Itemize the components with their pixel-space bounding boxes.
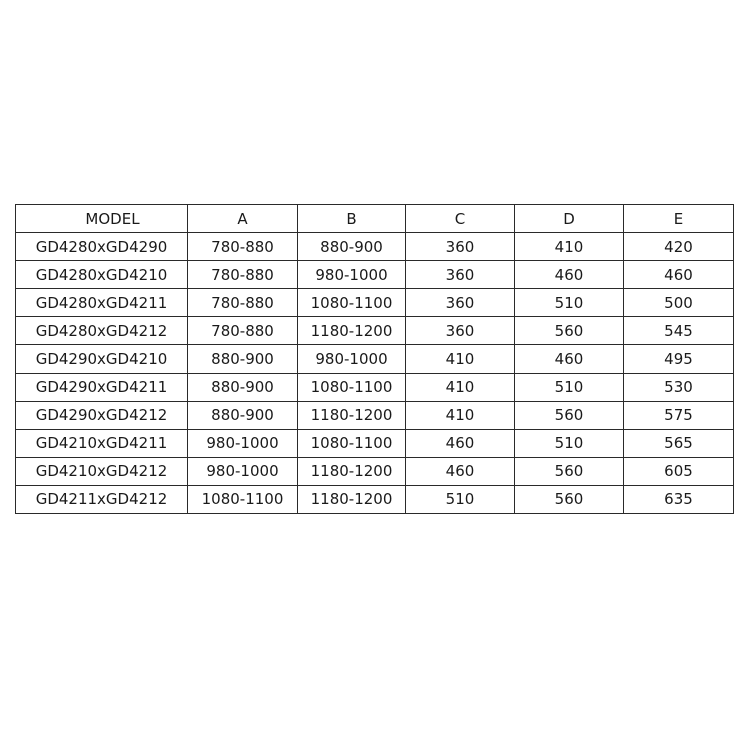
table-row: GD4290xGD4211 880-900 1080-1100 410 510 530 xyxy=(15,372,734,402)
cell-c: 360 xyxy=(405,260,515,290)
dimension-table: MODEL A B C D E GD4280xGD4290 780-880 880-… xyxy=(15,203,734,515)
cell-b: 980-1000 xyxy=(297,344,406,374)
cell-c: 410 xyxy=(405,344,515,374)
cell-a: 780-880 xyxy=(187,316,298,346)
cell-a: 780-880 xyxy=(187,232,298,262)
cell-d: 510 xyxy=(514,288,624,318)
header-d: D xyxy=(514,203,624,234)
cell-c: 460 xyxy=(405,428,515,458)
cell-d: 510 xyxy=(514,372,624,402)
cell-d: 560 xyxy=(514,456,624,486)
cell-e: 530 xyxy=(623,372,734,402)
header-a: A xyxy=(187,203,298,234)
cell-d: 560 xyxy=(514,316,624,346)
cell-c: 460 xyxy=(405,456,515,486)
cell-e: 420 xyxy=(623,232,734,262)
cell-c: 410 xyxy=(405,372,515,402)
table-row: GD4280xGD4212 780-880 1180-1200 360 560 545 xyxy=(15,316,734,346)
cell-a: 1080-1100 xyxy=(187,484,298,515)
cell-model: GD4280xGD4210 xyxy=(15,260,188,290)
cell-d: 460 xyxy=(514,344,624,374)
cell-b: 1180-1200 xyxy=(297,316,406,346)
cell-model: GD4280xGD4290 xyxy=(15,232,188,262)
cell-d: 460 xyxy=(514,260,624,290)
table-row: GD4280xGD4211 780-880 1080-1100 360 510 500 xyxy=(15,288,734,318)
cell-c: 510 xyxy=(405,484,515,515)
cell-b: 880-900 xyxy=(297,232,406,262)
table-body: GD4280xGD4290 780-880 880-900 360 410 420 GD42… xyxy=(15,232,734,515)
cell-e: 545 xyxy=(623,316,734,346)
cell-b: 1080-1100 xyxy=(297,288,406,318)
cell-e: 575 xyxy=(623,400,734,430)
cell-a: 780-880 xyxy=(187,260,298,290)
cell-c: 360 xyxy=(405,288,515,318)
cell-b: 1080-1100 xyxy=(297,372,406,402)
cell-e: 605 xyxy=(623,456,734,486)
cell-e: 565 xyxy=(623,428,734,458)
cell-model: GD4290xGD4212 xyxy=(15,400,188,430)
cell-model: GD4210xGD4211 xyxy=(15,428,188,458)
cell-b: 1080-1100 xyxy=(297,428,406,458)
cell-d: 510 xyxy=(514,428,624,458)
cell-e: 635 xyxy=(623,484,734,515)
cell-b: 1180-1200 xyxy=(297,400,406,430)
table-row: GD4211xGD4212 1080-1100 1180-1200 510 560 635 xyxy=(15,484,734,515)
cell-d: 410 xyxy=(514,232,624,262)
table-row: GD4290xGD4212 880-900 1180-1200 410 560 575 xyxy=(15,400,734,430)
cell-b: 1180-1200 xyxy=(297,484,406,515)
cell-c: 410 xyxy=(405,400,515,430)
cell-model: GD4290xGD4210 xyxy=(15,344,188,374)
header-b: B xyxy=(297,203,406,234)
cell-e: 460 xyxy=(623,260,734,290)
header-row: MODEL A B C D E xyxy=(15,203,734,234)
cell-b: 1180-1200 xyxy=(297,456,406,486)
header-c: C xyxy=(405,203,515,234)
cell-c: 360 xyxy=(405,316,515,346)
cell-a: 880-900 xyxy=(187,400,298,430)
cell-model: GD4290xGD4211 xyxy=(15,372,188,402)
header-e: E xyxy=(623,203,734,234)
cell-model: GD4280xGD4211 xyxy=(15,288,188,318)
table-row: GD4290xGD4210 880-900 980-1000 410 460 495 xyxy=(15,344,734,374)
cell-c: 360 xyxy=(405,232,515,262)
table-row: GD4210xGD4212 980-1000 1180-1200 460 560 605 xyxy=(15,456,734,486)
cell-model: GD4210xGD4212 xyxy=(15,456,188,486)
cell-a: 980-1000 xyxy=(187,456,298,486)
cell-a: 980-1000 xyxy=(187,428,298,458)
header-model: MODEL xyxy=(15,203,188,234)
table-row: GD4210xGD4211 980-1000 1080-1100 460 510 565 xyxy=(15,428,734,458)
cell-e: 500 xyxy=(623,288,734,318)
table-row: GD4280xGD4290 780-880 880-900 360 410 420 xyxy=(15,232,734,262)
cell-e: 495 xyxy=(623,344,734,374)
cell-model: GD4280xGD4212 xyxy=(15,316,188,346)
cell-model: GD4211xGD4212 xyxy=(15,484,188,515)
cell-a: 880-900 xyxy=(187,344,298,374)
cell-a: 780-880 xyxy=(187,288,298,318)
cell-a: 880-900 xyxy=(187,372,298,402)
cell-b: 980-1000 xyxy=(297,260,406,290)
table-row: GD4280xGD4210 780-880 980-1000 360 460 460 xyxy=(15,260,734,290)
cell-d: 560 xyxy=(514,400,624,430)
cell-d: 560 xyxy=(514,484,624,515)
